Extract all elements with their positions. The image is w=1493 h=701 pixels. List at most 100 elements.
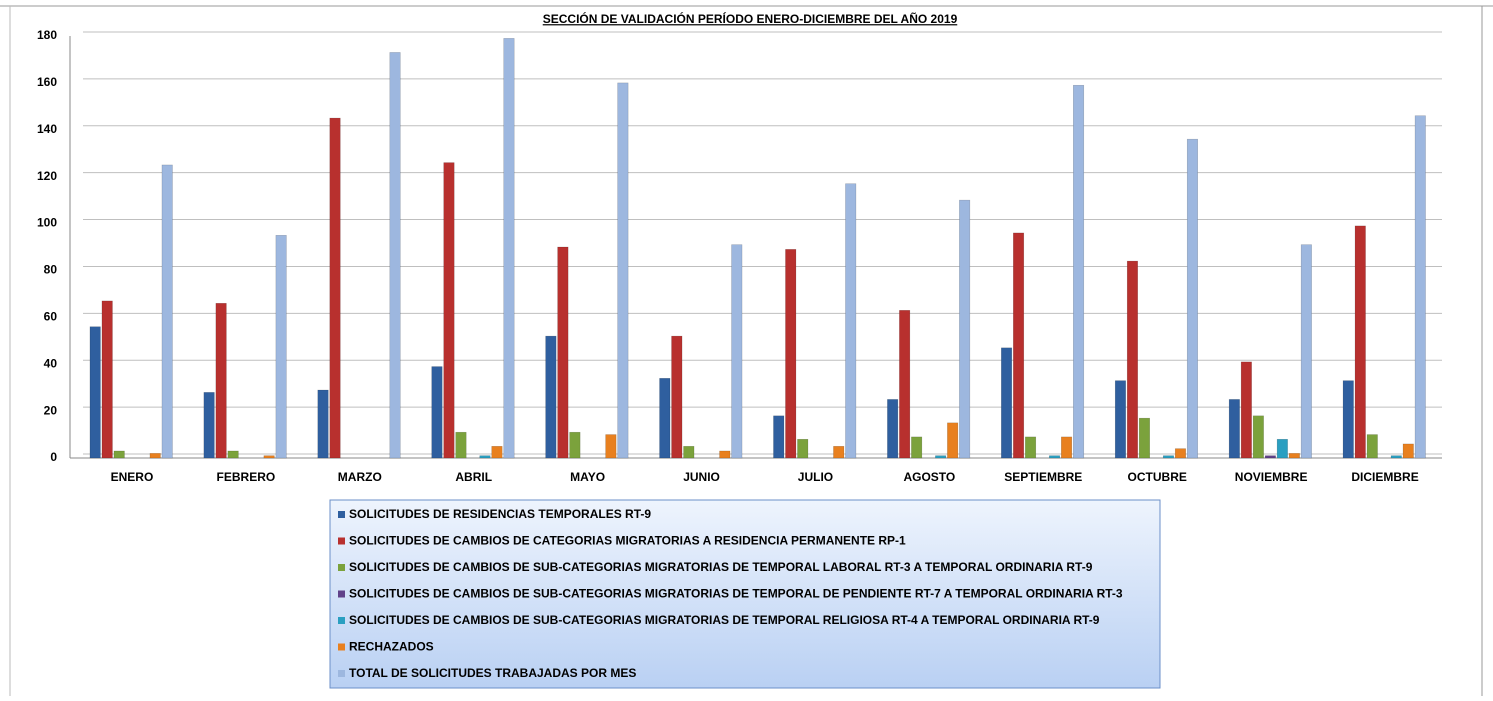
- x-tick-label: FEBRERO: [217, 470, 276, 484]
- bar: [1126, 260, 1138, 459]
- x-tick-label: AGOSTO: [903, 470, 955, 484]
- bar: [1162, 455, 1174, 459]
- bar: [833, 446, 845, 459]
- legend-label: SOLICITUDES DE CAMBIOS DE SUB-CATEGORIAS…: [349, 587, 1123, 601]
- bar: [503, 38, 515, 459]
- legend-label: SOLICITUDES DE CAMBIOS DE CATEGORIAS MIG…: [349, 534, 906, 548]
- y-tick-label: 120: [37, 169, 57, 183]
- x-tick-label: DICIEMBRE: [1351, 470, 1418, 484]
- bar: [911, 436, 923, 459]
- bar: [113, 450, 125, 459]
- legend-label: SOLICITUDES DE CAMBIOS DE SUB-CATEGORIAS…: [349, 560, 1093, 574]
- x-tick-label: JULIO: [798, 470, 833, 484]
- bar: [149, 453, 161, 459]
- bar: [557, 246, 569, 459]
- bar: [947, 422, 959, 459]
- bar: [1025, 436, 1037, 459]
- bar: [605, 434, 617, 459]
- legend-label: TOTAL DE SOLICITUDES TRABAJADAS POR MES: [349, 666, 636, 680]
- legend-label: SOLICITUDES DE RESIDENCIAS TEMPORALES RT…: [349, 507, 651, 521]
- bar: [491, 446, 503, 459]
- bar: [455, 431, 467, 459]
- bar: [1342, 380, 1354, 459]
- bar: [1276, 438, 1288, 459]
- bar: [1366, 434, 1378, 459]
- x-tick-label: NOVIEMBRE: [1235, 470, 1308, 484]
- bar: [1061, 436, 1073, 459]
- bar: [317, 389, 329, 459]
- legend-label: SOLICITUDES DE CAMBIOS DE SUB-CATEGORIAS…: [349, 613, 1100, 627]
- bar: [1186, 138, 1198, 459]
- bar: [1252, 415, 1264, 459]
- bar: [227, 450, 239, 459]
- bar: [389, 52, 401, 459]
- bar: [1240, 361, 1252, 459]
- y-tick-label: 160: [37, 75, 57, 89]
- bar: [671, 335, 683, 459]
- x-tick-label: ENERO: [111, 470, 154, 484]
- y-tick-label: 100: [37, 216, 57, 230]
- bar: [773, 415, 785, 459]
- bar: [101, 300, 113, 459]
- y-tick-label: 0: [50, 450, 57, 464]
- bar: [1114, 380, 1126, 459]
- bar: [431, 366, 443, 459]
- bar: [329, 117, 341, 459]
- legend-swatch: [338, 617, 345, 624]
- x-tick-label: ABRIL: [455, 470, 492, 484]
- x-tick-label: SEPTIEMBRE: [1004, 470, 1082, 484]
- legend-swatch: [338, 537, 345, 545]
- legend-swatch: [338, 511, 345, 518]
- bar: [1402, 443, 1414, 459]
- bar: [263, 455, 275, 459]
- legend-swatch: [338, 643, 345, 651]
- legend-swatch: [338, 590, 345, 598]
- y-tick-label: 140: [37, 122, 57, 136]
- bar: [719, 450, 731, 459]
- bar: [899, 310, 911, 459]
- bar: [731, 244, 743, 459]
- bar: [1174, 448, 1186, 459]
- bar: [1013, 232, 1025, 459]
- y-tick-label: 40: [44, 356, 58, 370]
- bar: [443, 162, 455, 459]
- legend: [329, 499, 1161, 689]
- bar: [569, 431, 581, 459]
- bar: [1390, 455, 1402, 459]
- legend-label: RECHAZADOS: [349, 640, 434, 654]
- bar: [935, 455, 947, 459]
- bar: [1414, 115, 1426, 459]
- bar: [89, 326, 101, 459]
- bar: [479, 455, 491, 459]
- y-tick-label: 60: [44, 310, 58, 324]
- bar: [1300, 244, 1312, 459]
- chart-title: SECCIÓN DE VALIDACIÓN PERÍODO ENERO-DICI…: [543, 11, 958, 26]
- bar: [797, 438, 809, 459]
- bar: [659, 378, 671, 459]
- bar: [785, 249, 797, 459]
- legend-swatch: [338, 564, 345, 571]
- bar: [545, 335, 557, 459]
- bar: [1138, 417, 1150, 459]
- bar: [1073, 84, 1085, 459]
- y-tick-label: 180: [37, 28, 57, 42]
- bar: [845, 183, 857, 459]
- bar: [617, 82, 629, 459]
- bar: [1354, 225, 1366, 459]
- x-tick-label: OCTUBRE: [1128, 470, 1187, 484]
- x-tick-label: MAYO: [570, 470, 605, 484]
- bar: [959, 199, 971, 459]
- bar: [1001, 347, 1013, 459]
- x-tick-label: JUNIO: [683, 470, 720, 484]
- bar: [215, 303, 227, 459]
- bar: [203, 392, 215, 459]
- bar: [887, 399, 899, 459]
- bar: [161, 164, 173, 459]
- bar: [1288, 453, 1300, 459]
- bar: [683, 446, 695, 459]
- bar: [1049, 455, 1061, 459]
- x-tick-label: MARZO: [338, 470, 382, 484]
- legend-swatch: [338, 670, 345, 677]
- bar: [1264, 455, 1276, 459]
- bar: [1228, 399, 1240, 459]
